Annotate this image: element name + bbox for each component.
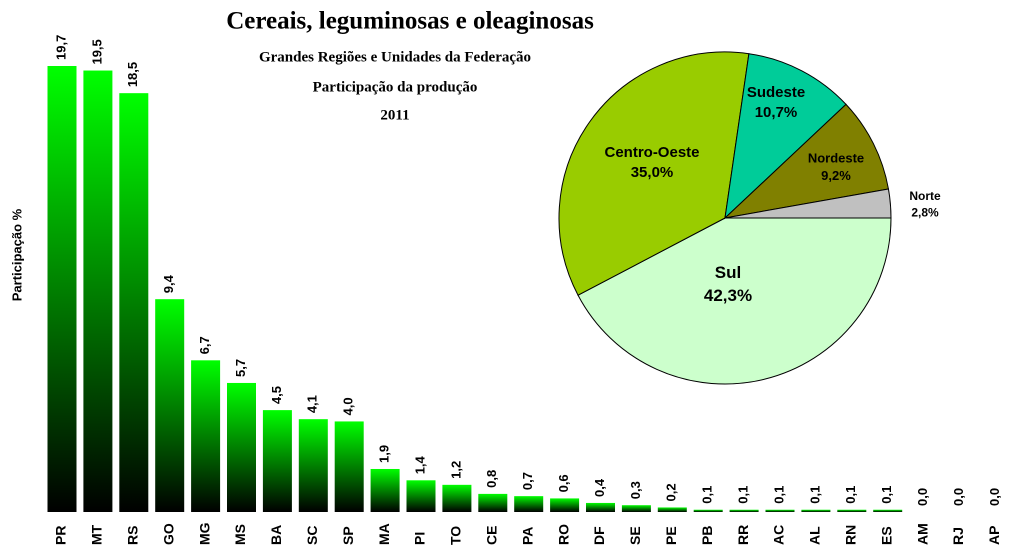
bar (765, 509, 795, 512)
data-label: 0,1 (879, 486, 894, 504)
pie-slice (558, 51, 750, 296)
data-label: 0,1 (807, 486, 822, 504)
x-tick-label: RO (555, 524, 571, 545)
bar (155, 299, 185, 512)
data-label: 0,1 (843, 486, 858, 504)
x-tick-label: SC (304, 526, 320, 545)
bar (837, 509, 867, 512)
slice-value-label: 2,8% (911, 205, 939, 219)
bar (119, 93, 149, 512)
x-tick-label: SE (627, 526, 643, 545)
data-label: 0,2 (664, 483, 679, 501)
bar (262, 410, 292, 512)
data-label: 19,5 (89, 39, 104, 64)
x-tick-label: MS (232, 524, 248, 545)
x-tick-label: PB (699, 526, 715, 545)
data-label: 0,3 (628, 481, 643, 499)
bar (621, 505, 651, 512)
slice-value-label: 10,7% (755, 104, 798, 121)
slice-value-label: 42,3% (704, 286, 752, 305)
x-tick-label: AP (986, 526, 1002, 545)
x-tick-label: AC (771, 525, 787, 545)
bar (47, 66, 77, 512)
x-tick-label: RS (125, 526, 141, 545)
data-label: 19,7 (53, 35, 68, 60)
x-tick-label: DF (591, 526, 607, 545)
bar (729, 509, 759, 512)
x-tick-label: PE (663, 526, 679, 545)
data-label: 0,1 (700, 486, 715, 504)
x-tick-label: MG (196, 522, 212, 545)
x-tick-label: MA (376, 523, 392, 545)
bar (191, 360, 221, 512)
x-tick-label: AM (914, 523, 930, 545)
bar (478, 493, 508, 512)
x-tick-label: PR (53, 526, 69, 545)
x-tick-label: RR (735, 525, 751, 545)
data-label: 0,1 (771, 486, 786, 504)
subtitle: 2011 (380, 107, 409, 123)
data-label: 1,9 (377, 445, 392, 463)
data-label: 0,0 (951, 488, 966, 506)
x-tick-label: AL (807, 526, 823, 545)
bar (334, 421, 364, 512)
x-tick-label: MT (89, 524, 105, 545)
slice-label: Centro-Oeste (604, 144, 699, 161)
x-tick-label: CE (484, 526, 500, 545)
subtitle: Participação da produção (313, 79, 478, 95)
subtitle: Grandes Regiões e Unidades da Federação (259, 49, 531, 65)
x-tick-label: PI (412, 532, 428, 545)
data-label: 0,0 (987, 488, 1002, 506)
bar (370, 468, 400, 512)
bar (550, 498, 580, 512)
chart-title: Cereais, leguminosas e oleaginosas (226, 8, 594, 35)
bar (657, 507, 687, 512)
data-label: 0,1 (736, 486, 751, 504)
pie-slice (724, 53, 847, 220)
data-label: 6,7 (197, 336, 212, 354)
x-tick-label: SP (340, 526, 356, 545)
slice-label: Sudeste (747, 84, 805, 101)
pie-slice (724, 188, 892, 219)
bar (298, 419, 328, 512)
data-label: 0,8 (484, 470, 499, 488)
slice-label: Nordeste (808, 151, 864, 166)
bar (227, 382, 256, 512)
y-axis-label: Participação % (9, 208, 24, 301)
data-label: 0,6 (556, 474, 571, 492)
pie-slice (577, 217, 892, 385)
data-label: 1,4 (412, 455, 427, 474)
bar (442, 484, 472, 512)
slice-value-label: 9,2% (821, 168, 851, 183)
bar (514, 496, 544, 512)
data-label: 0,7 (520, 472, 535, 490)
bar (873, 509, 903, 512)
slice-label: Norte (909, 189, 941, 203)
data-label: 4,0 (341, 397, 356, 415)
data-label: 1,2 (448, 461, 463, 479)
bar (586, 502, 615, 512)
x-tick-label: PA (519, 527, 535, 545)
slice-label: Sul (715, 263, 741, 282)
data-label: 9,4 (161, 274, 176, 293)
data-label: 4,5 (269, 386, 284, 404)
pie-slice (723, 103, 890, 219)
x-tick-label: TO (448, 526, 464, 545)
x-tick-label: BA (268, 525, 284, 545)
slice-value-label: 35,0% (631, 164, 674, 181)
bar (406, 480, 436, 512)
data-label: 18,5 (125, 62, 140, 87)
data-label: 4,1 (305, 395, 320, 413)
x-tick-label: ES (878, 526, 894, 545)
data-label: 0,4 (592, 478, 607, 497)
data-label: 0,0 (915, 488, 930, 506)
data-label: 5,7 (233, 359, 248, 377)
x-tick-label: GO (160, 523, 176, 545)
bar (693, 509, 723, 512)
bar (801, 509, 831, 512)
bar (83, 70, 113, 512)
x-tick-label: RJ (950, 527, 966, 545)
x-tick-label: RN (843, 525, 859, 545)
